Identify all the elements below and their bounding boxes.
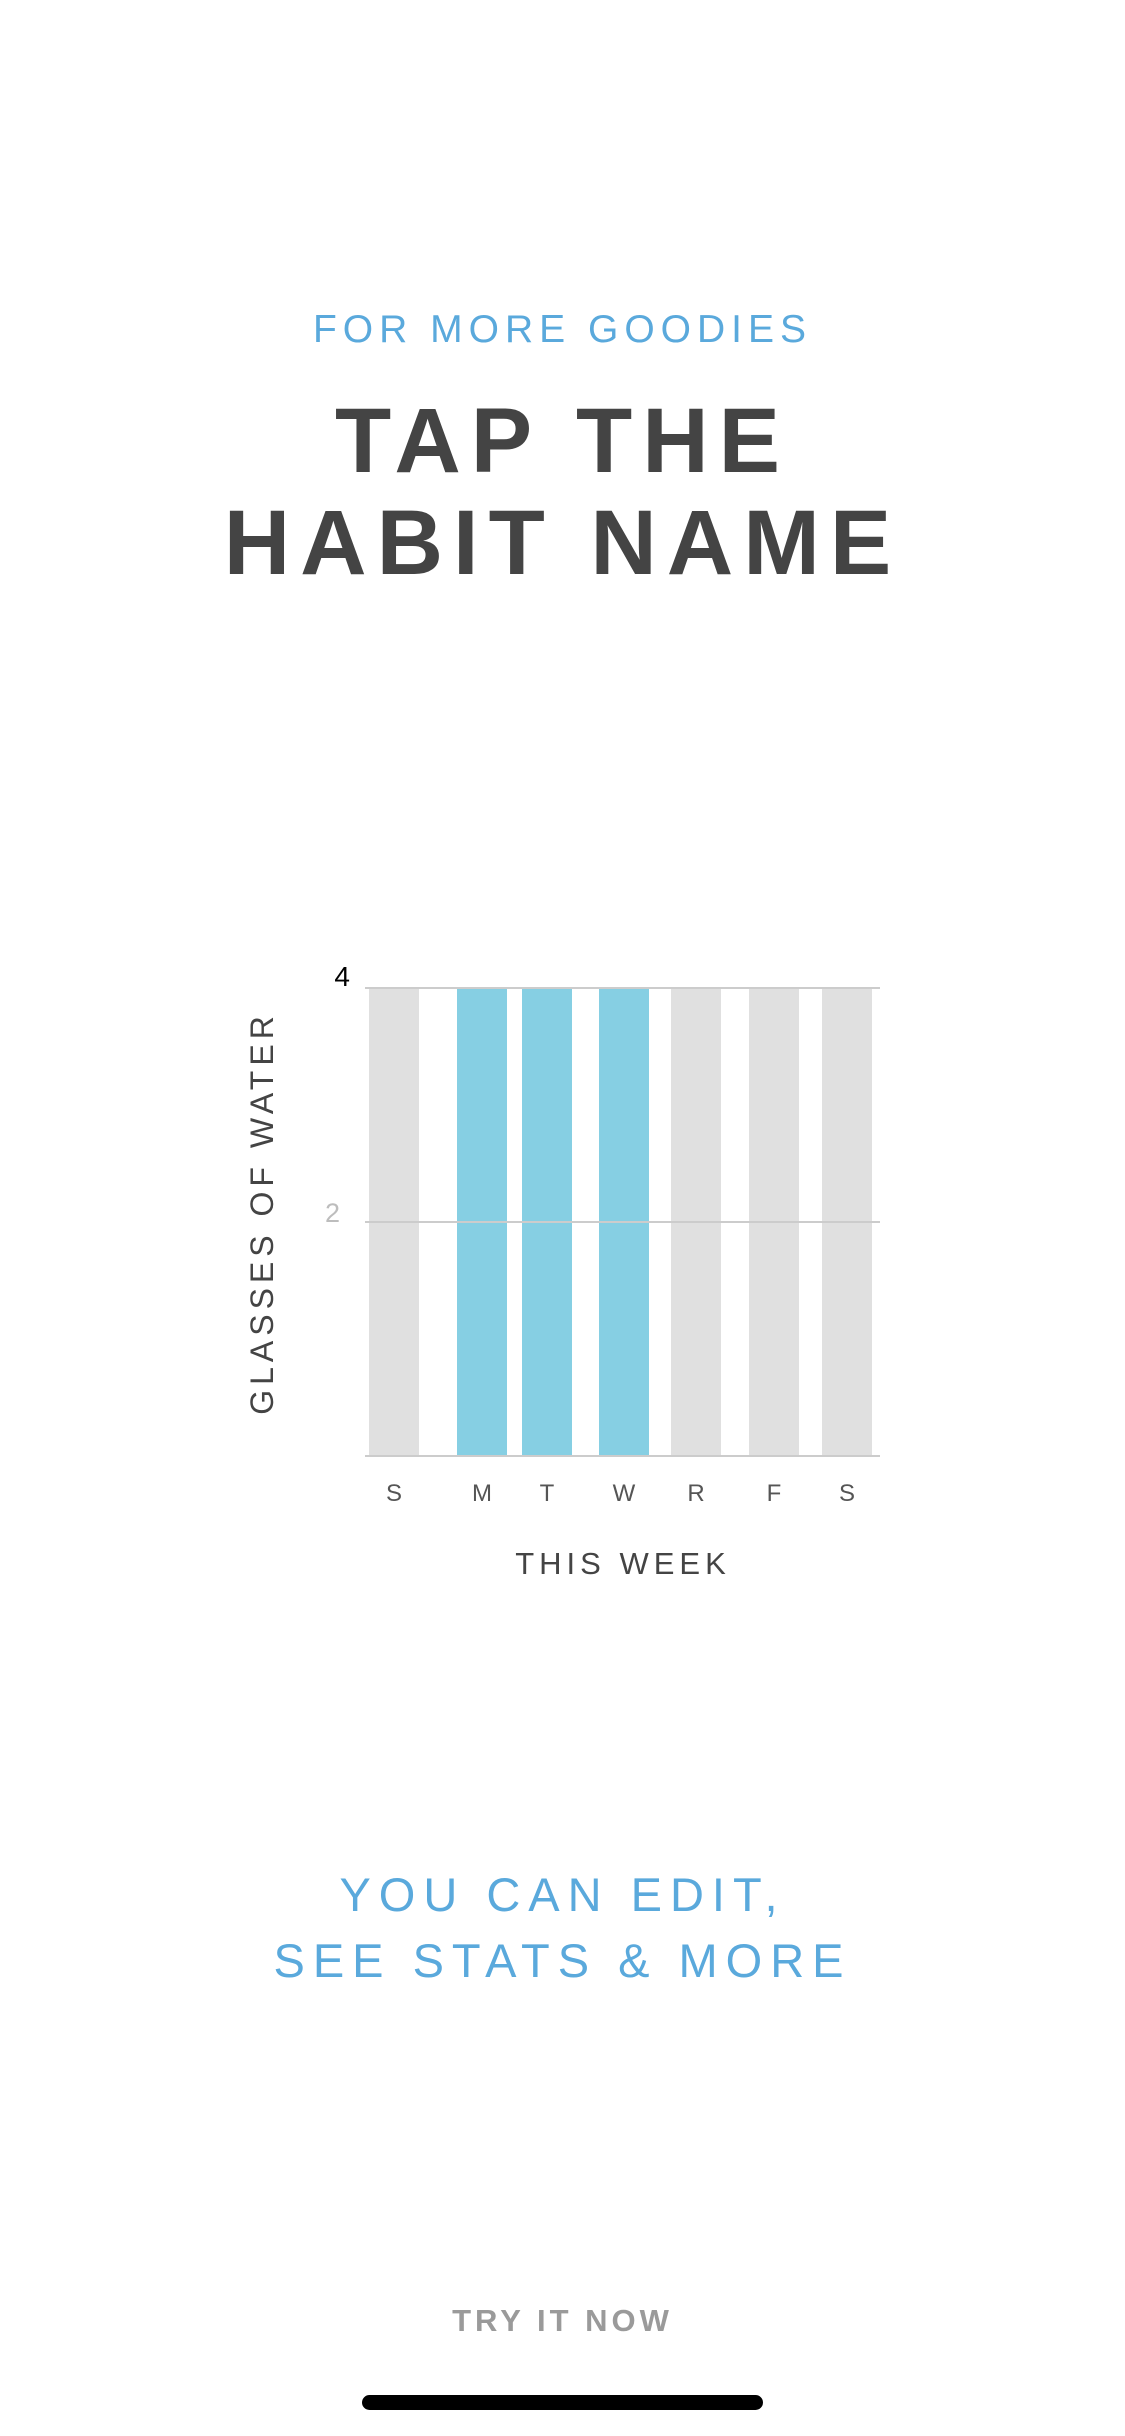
y-tick-label: 2 — [325, 1198, 340, 1228]
bar-value-1 — [457, 988, 507, 1456]
y-tick-label: 4 — [334, 961, 350, 992]
bar-value-2 — [522, 988, 572, 1456]
page-title: TAP THE HABIT NAME — [0, 390, 1125, 594]
x-tick-label: S — [386, 1480, 402, 1507]
bar-track-5 — [749, 988, 799, 1456]
feature-line-2: SEE STATS & MORE — [273, 1934, 852, 1987]
bar-track-6 — [822, 988, 872, 1456]
feature-description: YOU CAN EDIT, SEE STATS & MORE — [0, 1862, 1125, 1994]
bar-value-3 — [599, 988, 649, 1456]
x-axis-label: THIS WEEK — [515, 1546, 731, 1581]
x-tick-label: S — [839, 1480, 855, 1507]
y-axis-label: GLASSES OF WATER — [244, 1011, 280, 1415]
x-tick-label: R — [687, 1480, 704, 1507]
x-tick-label: M — [472, 1480, 492, 1507]
title-line-2: HABIT NAME — [223, 492, 902, 594]
bar-track-2 — [522, 988, 572, 1456]
try-it-now-button[interactable]: TRY IT NOW — [452, 2303, 673, 2338]
bar-track-3 — [599, 988, 649, 1456]
x-tick-label: T — [540, 1480, 555, 1507]
bar-track-4 — [671, 988, 721, 1456]
bar-track-0 — [369, 988, 419, 1456]
home-indicator — [362, 2395, 763, 2410]
x-tick-label: F — [767, 1480, 782, 1507]
kicker-text: FOR MORE GOODIES — [312, 308, 813, 351]
x-tick-label: W — [613, 1480, 636, 1507]
bar-track-1 — [457, 988, 507, 1456]
title-line-1: TAP THE — [334, 390, 791, 492]
feature-line-1: YOU CAN EDIT, — [339, 1868, 786, 1921]
